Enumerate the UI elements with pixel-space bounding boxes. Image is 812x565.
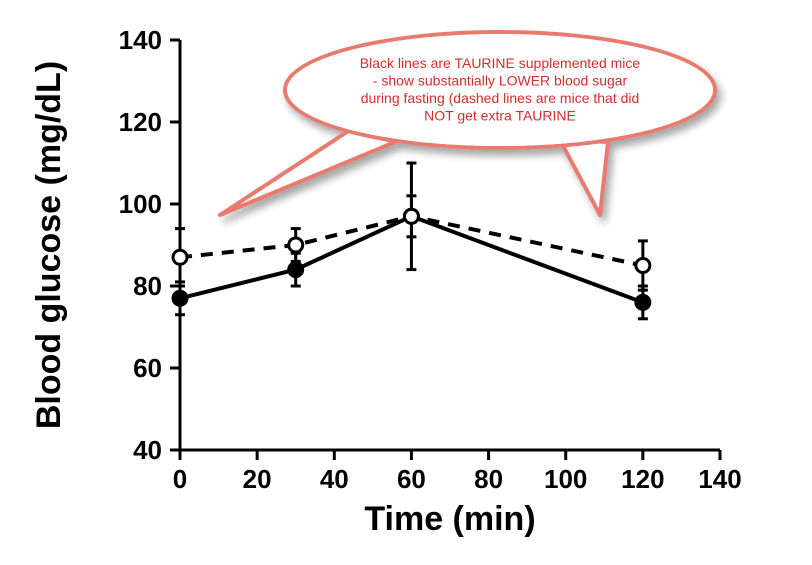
x-tick-label: 40 bbox=[320, 464, 349, 494]
marker-control bbox=[636, 259, 650, 273]
callout-text-line: Black lines are TAURINE supplemented mic… bbox=[360, 55, 641, 71]
x-tick-label: 60 bbox=[397, 464, 426, 494]
marker-taurine bbox=[289, 263, 303, 277]
callout-text-line: - show substantially LOWER blood sugar bbox=[373, 72, 628, 88]
marker-taurine bbox=[636, 295, 650, 309]
marker-control bbox=[173, 250, 187, 264]
y-tick-label: 100 bbox=[119, 189, 162, 219]
y-tick-label: 40 bbox=[133, 435, 162, 465]
chart-svg: 40 60 80 100 120 140 0 20 40 60 80 100 120 140 Time (m… bbox=[0, 0, 812, 565]
x-tick-label: 80 bbox=[474, 464, 503, 494]
x-tick-label: 140 bbox=[698, 464, 741, 494]
marker-taurine bbox=[173, 291, 187, 305]
marker-control bbox=[289, 238, 303, 252]
marker-control bbox=[404, 209, 418, 223]
callout-text-line: during fasting (dashed lines are mice th… bbox=[361, 90, 640, 106]
callout-text-line: NOT get extra TAURINE bbox=[424, 107, 576, 123]
x-tick-label: 100 bbox=[544, 464, 587, 494]
glucose-chart: 40 60 80 100 120 140 0 20 40 60 80 100 120 140 Time (m… bbox=[0, 0, 812, 565]
y-tick-label: 60 bbox=[133, 353, 162, 383]
y-tick-label: 140 bbox=[119, 25, 162, 55]
y-tick-label: 120 bbox=[119, 107, 162, 137]
y-axis-title: Blood glucose (mg/dL) bbox=[30, 61, 68, 429]
x-tick-label: 120 bbox=[621, 464, 664, 494]
x-axis-title: Time (min) bbox=[364, 500, 535, 538]
x-tick-label: 20 bbox=[243, 464, 272, 494]
y-tick-label: 80 bbox=[133, 271, 162, 301]
x-tick-label: 0 bbox=[173, 464, 187, 494]
